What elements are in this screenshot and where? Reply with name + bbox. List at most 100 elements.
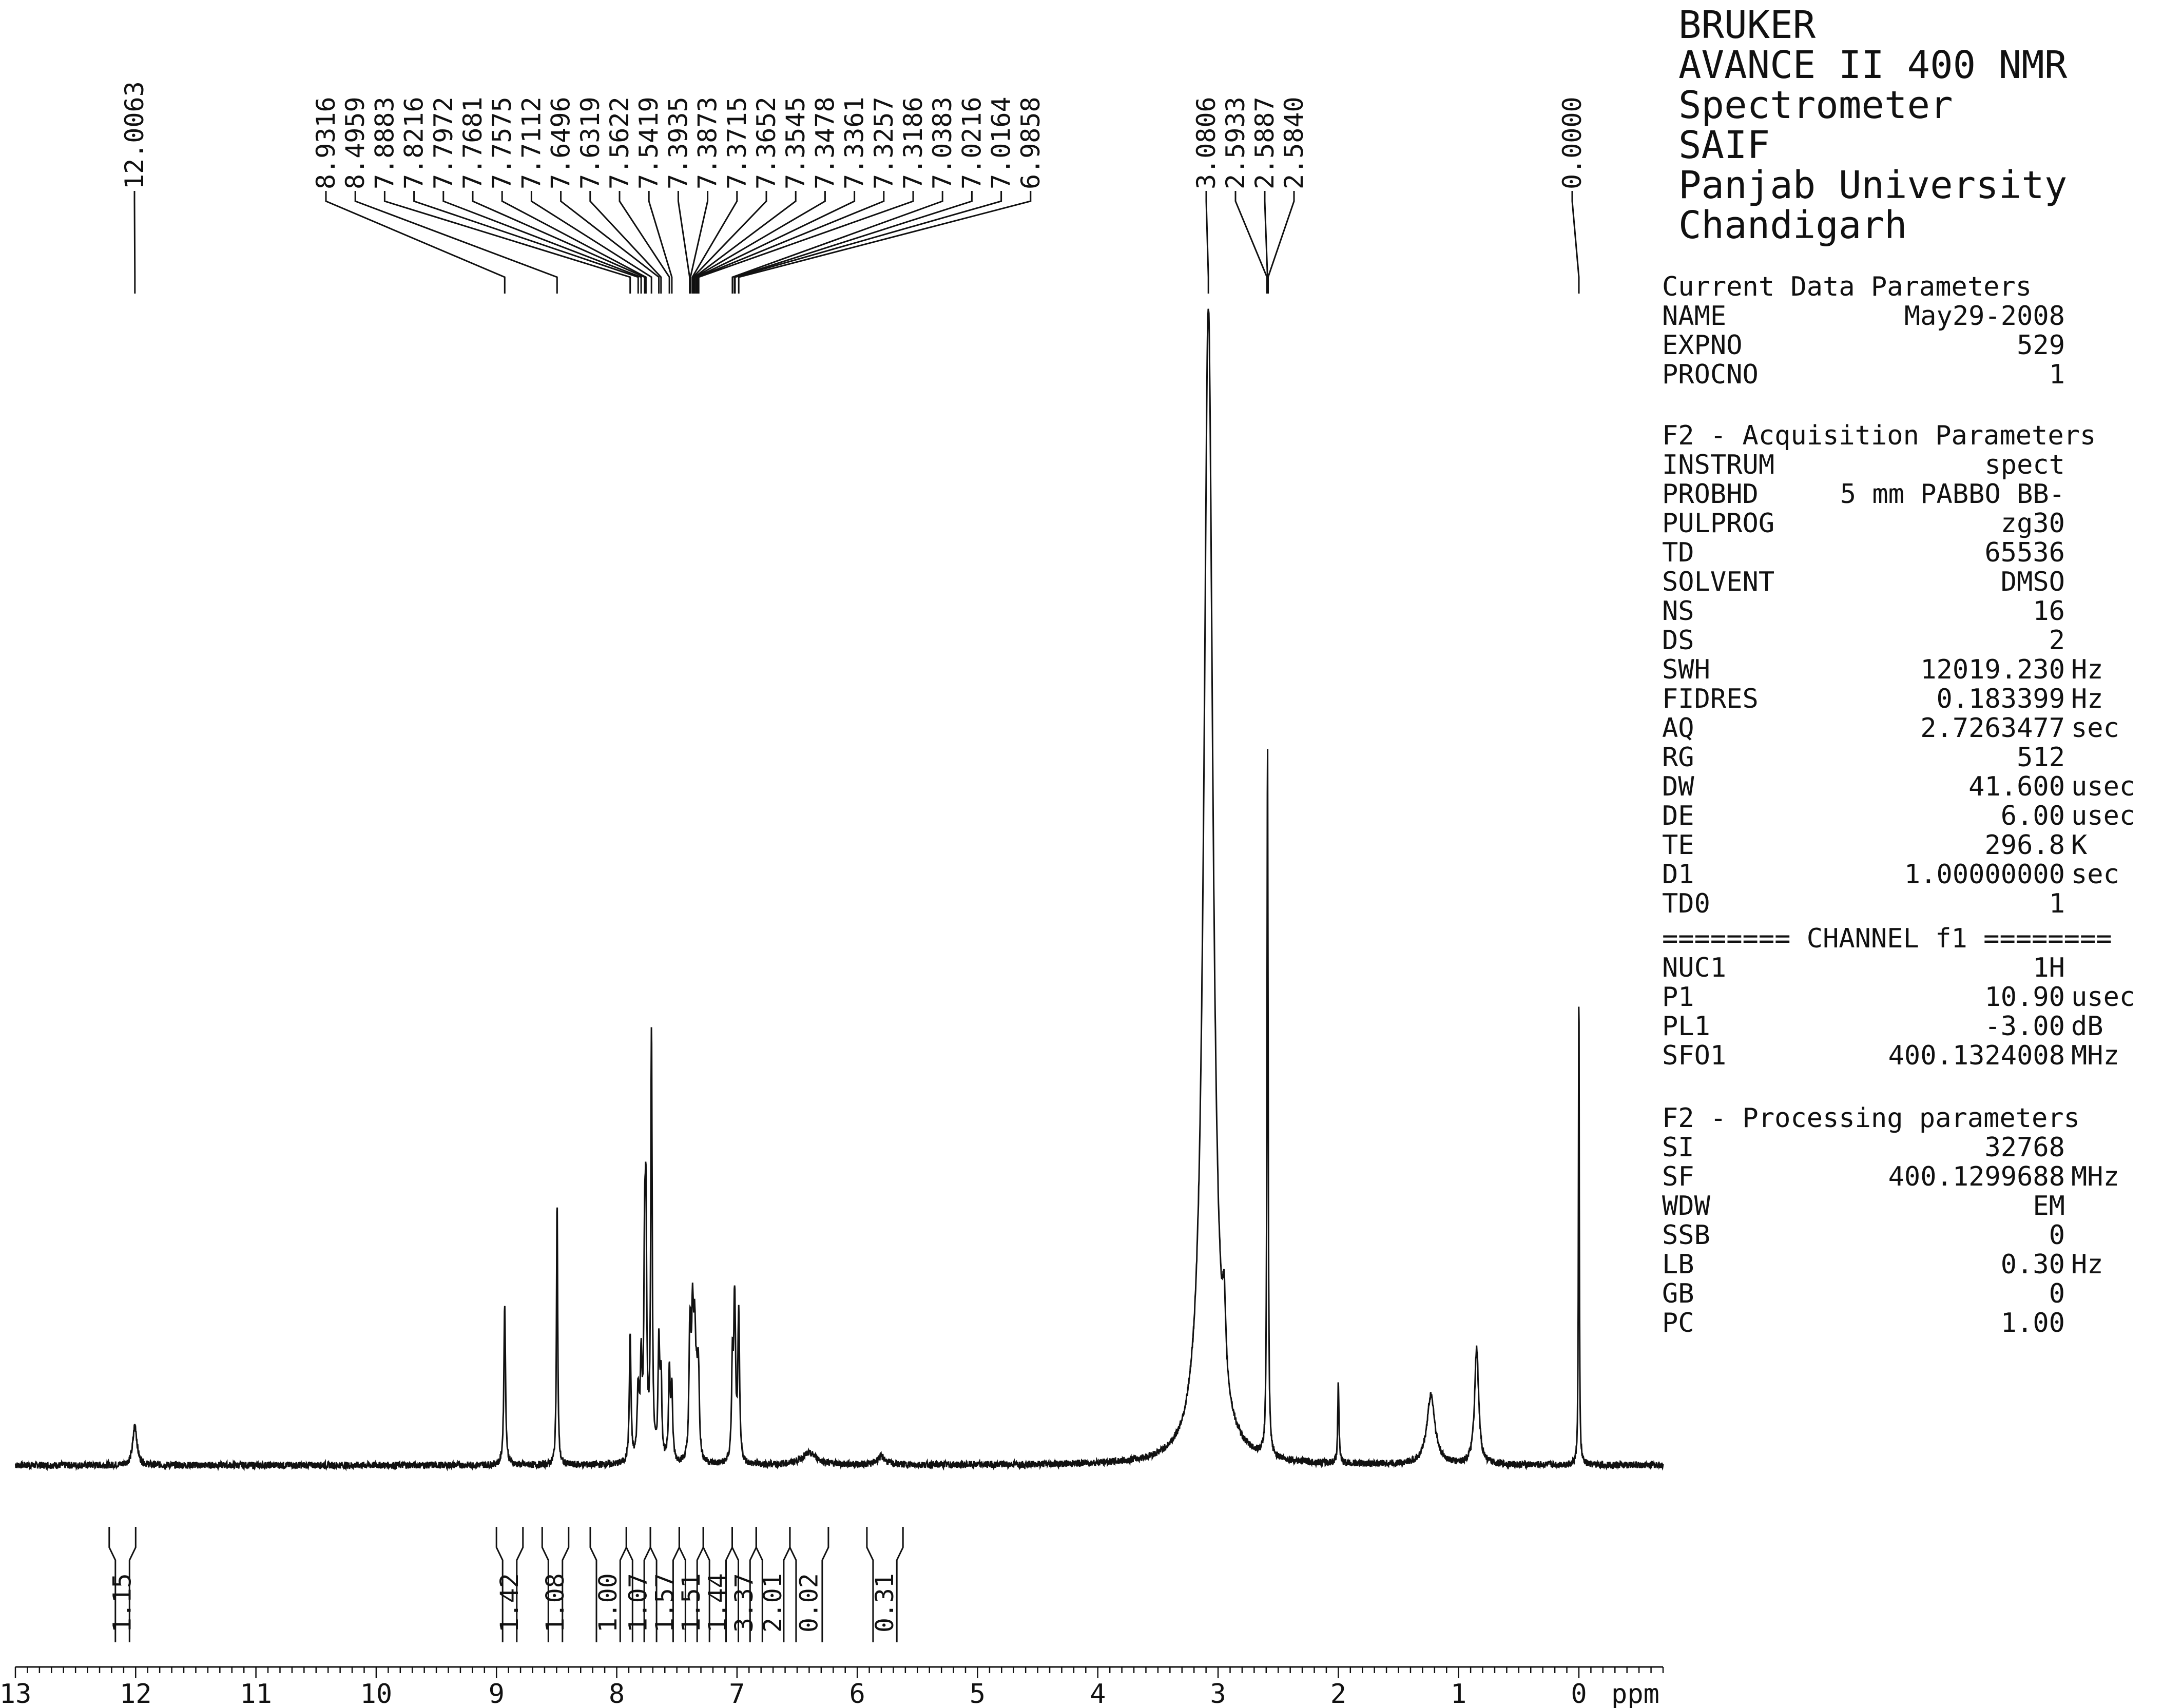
param-row-ns: NS 16 <box>1662 597 2155 626</box>
param-value: 400.1324008 <box>1888 1040 2065 1071</box>
peak-connector-aromatic-17 <box>694 191 826 294</box>
param-value: 512 <box>2017 742 2065 773</box>
param-key: PL1 <box>1662 1011 1710 1042</box>
integral-value-5: 1.57 <box>650 1573 679 1633</box>
param-row-probhd: PROBHD 5 mm PABBO BB- <box>1662 480 2155 509</box>
param-key: NS <box>1662 596 1694 627</box>
channel-title: ======== CHANNEL f1 ======== <box>1662 923 2112 954</box>
param-key: RG <box>1662 742 1694 773</box>
param-row-pc: PC 1.00 <box>1662 1309 2155 1338</box>
param-key: SI <box>1662 1132 1694 1163</box>
peak-label-aromatic-15: 7.3652 <box>751 96 781 189</box>
integral-bracket-right-10 <box>821 1527 829 1642</box>
peak-connector-aromatic-5 <box>472 191 646 294</box>
integral-value-0: 1.15 <box>108 1573 137 1633</box>
peak-label-layer: 12.0063 8.9316 8.4959 7.8883 7.8216 7.7972 7.7… <box>120 81 1587 294</box>
param-value: 32768 <box>1984 1132 2065 1163</box>
axis-tick-label-3: 10 <box>360 1679 393 1708</box>
axis-tick-label-13: 0 <box>1571 1679 1587 1708</box>
peak-connector-aromatic-24 <box>738 191 1032 294</box>
integral-value-11: 0.31 <box>871 1573 899 1633</box>
param-row-gb: GB 0 <box>1662 1279 2155 1309</box>
integral-value-10: 0.02 <box>795 1573 823 1633</box>
peak-connector-aromatic-0 <box>325 191 506 294</box>
param-key: DW <box>1662 771 1694 802</box>
param-row-instrum: INSTRUM spect <box>1662 451 2155 480</box>
param-key: D1 <box>1662 859 1694 890</box>
param-key: WDW <box>1662 1191 1710 1221</box>
param-row-ds: DS 2 <box>1662 626 2155 655</box>
param-unit: Hz <box>2071 654 2103 685</box>
axis-unit-label: ppm <box>1611 1679 1659 1708</box>
peak-connector-aromatic-7 <box>530 191 652 294</box>
header-line-city: Chandigarh <box>1678 203 1907 247</box>
axis-tick-label-5: 8 <box>609 1679 625 1708</box>
param-key: NAME <box>1662 301 1727 332</box>
header-line-type: Spectrometer <box>1678 83 1953 127</box>
integral-bracket-left-3 <box>589 1527 597 1642</box>
param-row-solvent: SOLVENT DMSO <box>1662 568 2155 597</box>
param-value: 12019.230 <box>1920 654 2065 685</box>
param-row-td: TD 65536 <box>1662 538 2155 568</box>
integral-bracket-left-4 <box>625 1527 633 1642</box>
channel-f1-parameters: ======== CHANNEL f1 ======== NUC1 1H P1 10.9… <box>1662 924 2155 1071</box>
peak-label-aromatic-22: 7.0216 <box>957 96 987 189</box>
param-key: PROCNO <box>1662 359 1759 390</box>
param-value: 16 <box>2033 596 2065 627</box>
peak-connector-aromatic-6 <box>501 191 647 294</box>
header-line-brand: BRUKER <box>1678 3 1816 47</box>
peak-connector-aromatic-10 <box>619 191 670 294</box>
param-unit: K <box>2071 830 2088 861</box>
peak-connector-aromatic-11 <box>648 191 673 294</box>
peak-connector-aromatic-20 <box>698 191 914 294</box>
param-key: GB <box>1662 1278 1694 1309</box>
peak-label-aromatic-4: 7.7972 <box>429 96 458 189</box>
integral-bracket-right-0 <box>128 1527 137 1642</box>
param-row-swh: SWH 12019.230 Hz <box>1662 655 2155 685</box>
param-key: DE <box>1662 801 1694 831</box>
peak-label-aromatic-10: 7.5622 <box>605 96 634 189</box>
peak-label-aromatic-7: 7.7112 <box>516 96 546 189</box>
peak-label-aliphatic-3: 2.5840 <box>1279 96 1309 189</box>
peak-label-left-0: 12.0063 <box>120 81 149 189</box>
integral-layer: 1.15 1.42 1.08 1.00 1.071.571.511.443.37 2.01… <box>108 1527 904 1642</box>
peak-connector-aromatic-8 <box>560 191 660 294</box>
current_data-title: Current Data Parameters <box>1662 271 2032 302</box>
peak-label-aromatic-16: 7.3545 <box>781 96 810 189</box>
integral-value-2: 1.08 <box>541 1573 570 1633</box>
peak-label-aromatic-14: 7.3715 <box>722 96 752 189</box>
param-row-expno: EXPNO 529 <box>1662 331 2155 360</box>
param-value: 1.00 <box>2000 1308 2065 1338</box>
peak-connector-aromatic-18 <box>696 191 856 294</box>
param-row-te: TE 296.8 K <box>1662 831 2155 860</box>
param-row-wdw: WDW EM <box>1662 1192 2155 1221</box>
integral-value-3: 1.00 <box>594 1573 623 1633</box>
param-row-fidres: FIDRES 0.183399 Hz <box>1662 685 2155 714</box>
param-unit: usec <box>2071 982 2136 1013</box>
peak-label-aromatic-13: 7.3873 <box>693 96 723 189</box>
param-key: DS <box>1662 625 1694 656</box>
processing-title: F2 - Processing parameters <box>1662 1103 2080 1134</box>
peak-connector-aliphatic-2 <box>1264 191 1268 294</box>
peak-connector-aromatic-3 <box>413 191 639 294</box>
peak-label-aromatic-0: 8.9316 <box>311 96 341 189</box>
param-key: NUC1 <box>1662 953 1727 983</box>
integral-value-8: 3.37 <box>730 1573 759 1633</box>
peak-label-aromatic-12: 7.3935 <box>663 96 693 189</box>
header-line-facility: SAIF <box>1678 123 1770 167</box>
param-key: EXPNO <box>1662 330 1743 361</box>
peak-label-aromatic-18: 7.3361 <box>840 96 870 189</box>
peak-label-tms-0: 0.0000 <box>1557 96 1587 189</box>
current-data-parameters: Current Data Parameters NAME May29-2008 EXP… <box>1662 272 2155 390</box>
integral-value-1: 1.42 <box>495 1573 524 1633</box>
integral-bracket-left-1 <box>495 1527 504 1642</box>
peak-connector-aliphatic-3 <box>1267 191 1295 294</box>
param-key: PULPROG <box>1662 508 1775 539</box>
param-unit: Hz <box>2071 1249 2103 1280</box>
param-unit: sec <box>2071 713 2119 744</box>
spectrometer-header: BRUKER AVANCE II 400 NMR Spectrometer SA… <box>1678 5 2151 245</box>
param-key: SF <box>1662 1161 1694 1192</box>
param-value: 0.30 <box>2000 1249 2065 1280</box>
param-unit: MHz <box>2071 1040 2119 1071</box>
peak-label-aromatic-17: 7.3478 <box>810 96 840 189</box>
